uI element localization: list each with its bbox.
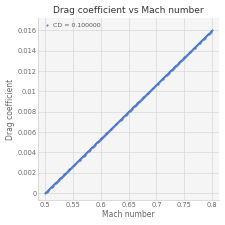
CD = 0.100000: [44, 192, 46, 194]
CD = 0.100000: [88, 148, 91, 151]
CD = 0.100000: [54, 182, 56, 185]
Y-axis label: Drag coefficient: Drag coefficient: [6, 79, 15, 140]
Legend: CD = 0.100000: CD = 0.100000: [41, 21, 102, 29]
CD = 0.100000: [50, 185, 53, 188]
Title: Drag coefficient vs Mach number: Drag coefficient vs Mach number: [53, 6, 204, 15]
CD = 0.100000: [202, 37, 205, 40]
Line: CD = 0.100000: CD = 0.100000: [44, 30, 213, 194]
CD = 0.100000: [211, 29, 214, 32]
CD = 0.100000: [197, 43, 199, 46]
X-axis label: Mach number: Mach number: [102, 210, 155, 219]
CD = 0.100000: [75, 162, 77, 164]
